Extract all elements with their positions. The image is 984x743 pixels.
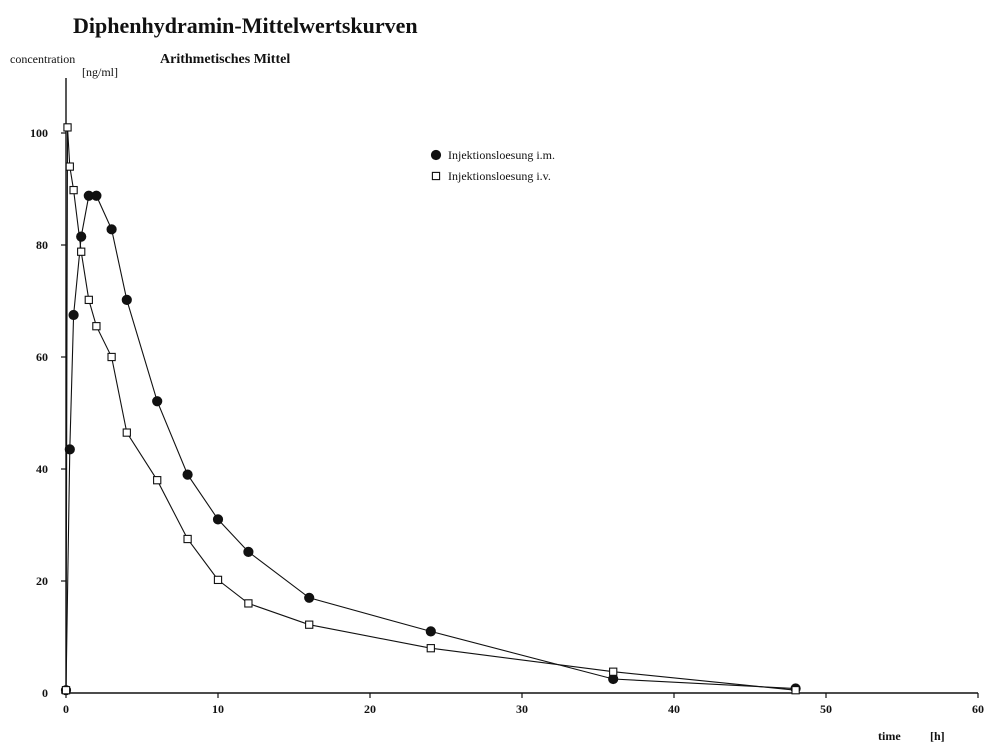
chart-title: Diphenhydramin-Mittelwertskurven bbox=[73, 13, 418, 38]
data-point bbox=[106, 224, 117, 235]
data-point bbox=[84, 295, 93, 305]
series-line bbox=[65, 127, 796, 691]
y-tick-label: 40 bbox=[36, 462, 48, 476]
data-point bbox=[152, 396, 163, 407]
data-point bbox=[182, 469, 193, 480]
data-point bbox=[426, 644, 435, 653]
y-tick-label: 20 bbox=[36, 574, 48, 588]
x-axis-label: time bbox=[878, 729, 901, 743]
legend-label: Injektionsloesung i.m. bbox=[448, 148, 555, 162]
x-tick-label: 40 bbox=[668, 702, 680, 716]
data-point bbox=[122, 428, 131, 437]
data-point bbox=[183, 534, 192, 544]
x-tick-label: 30 bbox=[516, 702, 528, 716]
legend: Injektionsloesung i.m. Injektionsloesung … bbox=[430, 148, 555, 183]
series-2 bbox=[61, 123, 800, 695]
data-point bbox=[64, 444, 75, 455]
data-point bbox=[244, 599, 253, 608]
data-point bbox=[153, 476, 162, 485]
legend-marker bbox=[431, 171, 441, 181]
legend-marker bbox=[430, 149, 442, 161]
y-tick-label: 0 bbox=[42, 686, 48, 700]
data-point bbox=[213, 575, 223, 585]
data-point bbox=[68, 309, 79, 321]
data-point bbox=[63, 123, 72, 132]
x-tick-label: 50 bbox=[820, 702, 832, 716]
data-point bbox=[243, 546, 254, 557]
data-point bbox=[212, 514, 224, 525]
data-point bbox=[76, 231, 87, 242]
series-layer bbox=[60, 123, 801, 696]
legend-label: Injektionsloesung i.v. bbox=[448, 169, 551, 183]
y-axis-label: concentration bbox=[10, 52, 75, 66]
series-line bbox=[65, 195, 796, 691]
y-tick-label: 80 bbox=[36, 238, 48, 252]
data-point bbox=[121, 294, 132, 305]
data-point bbox=[65, 162, 74, 171]
chart-subtitle: Arithmetisches Mittel bbox=[160, 52, 290, 67]
data-point bbox=[609, 667, 618, 676]
x-tick-label: 60 bbox=[972, 702, 984, 716]
data-point bbox=[92, 322, 101, 331]
data-point bbox=[69, 185, 78, 195]
x-tick-label: 20 bbox=[364, 702, 376, 716]
series-1 bbox=[60, 190, 801, 696]
data-point bbox=[304, 592, 315, 603]
y-tick-label: 100 bbox=[30, 126, 48, 140]
data-point bbox=[107, 352, 116, 362]
axis-ticks: 0 10 20 30 40 50 60 0 20 40 60 80 100 bbox=[30, 126, 984, 716]
data-point bbox=[91, 190, 102, 201]
data-point bbox=[305, 620, 314, 629]
x-axis-unit: [h] bbox=[930, 729, 945, 743]
y-axis-unit: [ng/ml] bbox=[82, 65, 118, 79]
data-point bbox=[791, 686, 800, 695]
x-tick-label: 0 bbox=[63, 702, 69, 716]
y-tick-label: 60 bbox=[36, 350, 48, 364]
data-point bbox=[425, 626, 436, 637]
x-tick-label: 10 bbox=[212, 702, 224, 716]
data-point bbox=[61, 686, 71, 695]
data-point bbox=[77, 247, 86, 256]
